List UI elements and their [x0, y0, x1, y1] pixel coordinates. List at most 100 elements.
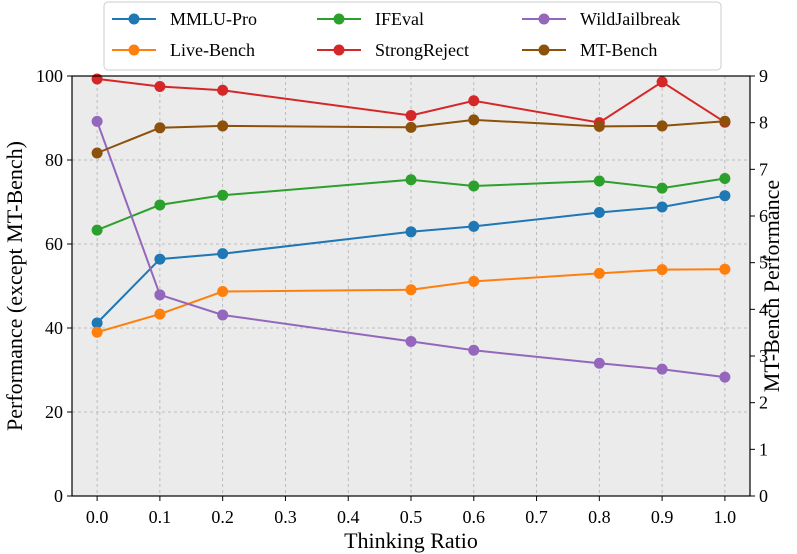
data-point-wildjailbreak	[593, 357, 605, 369]
y-axis-ticks: 0 20 40 60 80 100	[36, 66, 72, 506]
x-tick-label: 0.4	[337, 507, 360, 527]
legend-marker-mt-bench	[538, 44, 550, 56]
legend: MMLU-Pro Live-Bench IFEval StrongReject Wild…	[103, 1, 722, 71]
series-group	[91, 73, 731, 383]
x-tick-label: 0.1	[149, 507, 172, 527]
legend-marker-ifeval	[333, 13, 345, 25]
x-tick-label: 0.0	[86, 507, 109, 527]
data-point-live-bench	[468, 275, 480, 287]
y-right-tick-label: 6	[759, 206, 768, 226]
data-point-live-bench	[154, 308, 166, 320]
y-right-tick-label: 3	[759, 346, 768, 366]
legend-label-mt-bench: MT-Bench	[580, 40, 657, 60]
legend-label-mmlu-pro: MMLU-Pro	[170, 9, 257, 29]
data-point-strongreject	[154, 81, 166, 92]
y-tick-label: 20	[45, 402, 63, 422]
data-point-ifeval	[217, 189, 229, 201]
data-point-mmlu-pro	[719, 190, 731, 202]
y-right-tick-label: 2	[759, 393, 768, 413]
data-point-strongreject	[91, 73, 103, 85]
series-line-mmlu-pro	[96, 194, 726, 324]
data-point-ifeval	[656, 182, 668, 194]
plot-frame	[71, 75, 751, 497]
y-right-tick-label: 8	[759, 113, 768, 133]
x-tick-label: 0.6	[463, 507, 486, 527]
y-axis-label: Performance (except MT-Bench)	[2, 141, 27, 431]
x-tick-label: 0.8	[588, 507, 611, 527]
legend-marker-strongreject	[333, 44, 345, 56]
y-tick-label: 80	[45, 150, 63, 170]
data-point-ifeval	[154, 199, 166, 211]
legend-marker-live-bench	[128, 44, 140, 56]
data-point-mt-bench	[468, 114, 480, 126]
legend-label-wildjailbreak: WildJailbreak	[580, 9, 680, 29]
data-point-mmlu-pro	[154, 253, 166, 265]
data-point-ifeval	[719, 172, 731, 184]
y-tick-label: 60	[45, 234, 63, 254]
data-point-mt-bench	[91, 147, 103, 159]
x-tick-label: 0.5	[400, 507, 423, 527]
data-point-strongreject	[217, 84, 229, 96]
data-point-mmlu-pro	[91, 317, 103, 329]
y-axis-right-label: MT-Bench Performance	[759, 180, 784, 392]
data-point-live-bench	[91, 326, 103, 338]
data-point-mt-bench	[719, 115, 731, 127]
x-tick-label: 1.0	[714, 507, 737, 527]
data-point-mt-bench	[217, 120, 229, 132]
y-right-tick-label: 4	[759, 299, 768, 319]
series-line-mt-bench	[96, 118, 725, 154]
y-right-tick-label: 9	[759, 66, 768, 86]
y-right-tick-label: 5	[759, 253, 768, 273]
y-right-tick-label: 0	[759, 486, 768, 506]
data-point-strongreject	[468, 95, 480, 107]
y-right-tick-label: 1	[759, 439, 768, 459]
data-point-mmlu-pro	[217, 248, 229, 260]
legend-marker-wildjailbreak	[538, 13, 550, 25]
y-tick-label: 40	[45, 318, 63, 338]
series-line-wildjailbreak	[96, 121, 726, 379]
x-tick-label: 0.2	[211, 507, 234, 527]
legend-label-strongreject: StrongReject	[375, 40, 469, 60]
data-point-mt-bench	[593, 120, 605, 132]
data-point-ifeval	[593, 175, 605, 187]
data-point-ifeval	[405, 174, 417, 186]
data-point-mt-bench	[154, 122, 166, 134]
legend-box	[103, 1, 722, 71]
x-axis-ticks: 0.0 0.1 0.2 0.3 0.4 0.5 0.6 0.7 0.8 0.9 1.0	[86, 496, 736, 527]
data-point-wildjailbreak	[405, 335, 417, 347]
x-axis-label: Thinking Ratio	[344, 528, 478, 553]
x-tick-label: 0.9	[651, 507, 674, 527]
legend-label-ifeval: IFEval	[375, 9, 424, 29]
series-line-ifeval	[96, 177, 726, 232]
data-point-live-bench	[405, 284, 417, 296]
data-point-ifeval	[468, 180, 480, 192]
data-point-wildjailbreak	[719, 371, 731, 383]
y-tick-label: 0	[54, 486, 63, 506]
data-point-live-bench	[656, 264, 668, 276]
data-point-wildjailbreak	[91, 115, 103, 127]
y-axis-right-ticks: 0 1 2 3 4 5 6 7 8 9	[750, 66, 768, 506]
data-point-live-bench	[719, 263, 731, 275]
y-right-tick-label: 7	[759, 159, 768, 179]
x-tick-label: 0.7	[525, 507, 548, 527]
data-point-strongreject	[405, 109, 417, 121]
data-point-ifeval	[91, 224, 103, 236]
series-line-live-bench	[96, 268, 725, 334]
data-point-mmlu-pro	[468, 220, 480, 232]
data-point-live-bench	[217, 285, 229, 297]
data-point-mt-bench	[405, 121, 417, 133]
legend-marker-mmlu-pro	[128, 13, 140, 25]
data-point-wildjailbreak	[656, 363, 668, 375]
y-tick-label: 100	[36, 66, 63, 86]
series-line-strongreject	[96, 77, 726, 124]
data-point-wildjailbreak	[468, 344, 480, 356]
x-tick-label: 0.3	[274, 507, 297, 527]
data-point-mmlu-pro	[405, 226, 417, 238]
data-point-mmlu-pro	[593, 207, 605, 218]
data-point-strongreject	[656, 76, 668, 88]
data-point-mmlu-pro	[656, 201, 668, 213]
data-point-wildjailbreak	[154, 289, 166, 301]
legend-label-live-bench: Live-Bench	[170, 40, 255, 60]
data-point-live-bench	[593, 267, 605, 279]
